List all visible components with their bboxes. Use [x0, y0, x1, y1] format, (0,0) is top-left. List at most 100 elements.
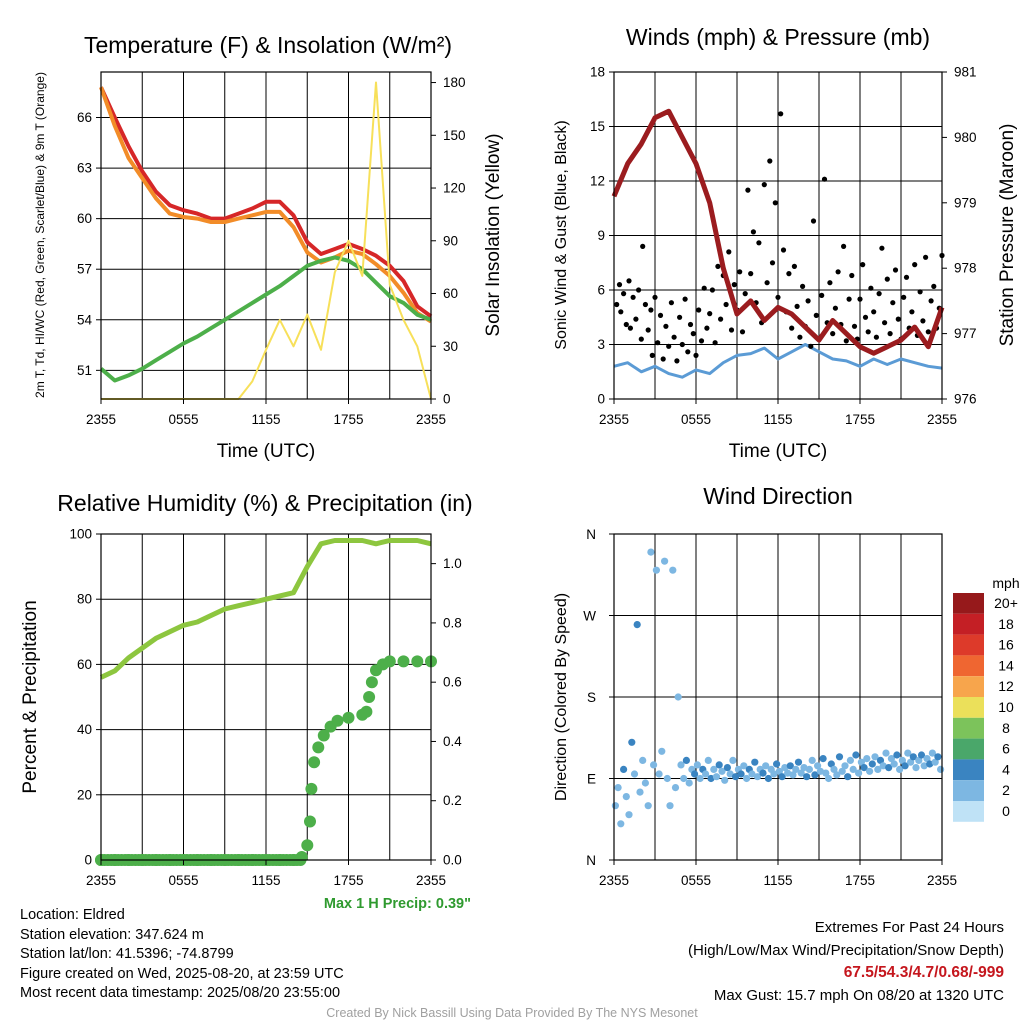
winds-gust-point — [726, 249, 732, 255]
temp-y-tick-label: 57 — [77, 262, 92, 277]
wdir-point — [764, 774, 773, 783]
winds-gust-point — [630, 294, 636, 300]
wdir-point — [907, 758, 915, 766]
wdir-point — [857, 758, 866, 766]
wdir-point — [849, 765, 857, 774]
wdir-point — [773, 760, 781, 768]
most-recent-timestamp: Most recent data timestamp: 2025/08/20 2… — [20, 985, 341, 1001]
rh-y-tick-label: 0 — [84, 853, 92, 868]
wdir-point — [882, 749, 890, 757]
wdir-x-tick-label: 0555 — [681, 873, 711, 888]
wdir-point — [855, 769, 863, 777]
wdir-point — [811, 771, 819, 779]
wdir-legend-swatch — [953, 780, 984, 801]
winds-gust-point — [614, 301, 620, 308]
winds-gust-point — [731, 282, 737, 288]
winds-gust-point — [627, 325, 634, 331]
wdir-point — [830, 765, 838, 774]
figure-created: Figure created on Wed, 2025-08-20, at 23… — [20, 965, 344, 982]
temp-x-tick-label: 2355 — [86, 412, 116, 427]
winds-gust-point — [616, 282, 623, 288]
rh-y-tick-label: 40 — [77, 722, 92, 737]
wdir-point — [628, 738, 636, 746]
wdir-point — [887, 755, 896, 763]
wdir-point — [896, 765, 904, 774]
temp-y2-axis-label: Solar Insolation (Yellow) — [483, 133, 504, 336]
wdir-point — [825, 774, 833, 783]
wdir-point — [671, 784, 680, 792]
max-gust: Max Gust: 15.7 mph On 08/20 at 1320 UTC — [713, 986, 1004, 1004]
wdir-x-tick-label: 2355 — [927, 873, 957, 888]
wdir-x-tick-label: 1755 — [845, 873, 875, 888]
wdir-point — [655, 770, 663, 778]
winds-gust-point — [909, 309, 915, 315]
winds-gust-point — [701, 285, 707, 291]
wdir-y-tick-label: N — [586, 853, 596, 868]
wdir-y-tick-label: E — [587, 772, 596, 787]
wdir-legend-swatch — [953, 593, 984, 614]
wdir-point — [822, 769, 830, 777]
wdir-point — [712, 773, 721, 781]
wdir-point — [729, 756, 737, 765]
rh-precip-point — [308, 756, 321, 769]
winds-gust-point — [920, 318, 926, 324]
winds-gust-point — [715, 263, 721, 269]
winds-gust-point — [813, 312, 819, 318]
rh-x-tick-label: 1755 — [333, 873, 363, 888]
rh-precip-point — [312, 741, 325, 754]
rh-y-axis-label: Percent & Precipitation — [20, 600, 41, 793]
wdir-point — [611, 802, 620, 810]
rh-y2-tick-label: 0.0 — [443, 853, 462, 868]
temp-y-tick-label: 63 — [77, 161, 92, 176]
wdir-point — [814, 762, 822, 770]
wdir-point — [775, 767, 784, 775]
winds-gust-point — [682, 296, 688, 302]
wdir-legend-label: 20+ — [994, 595, 1018, 611]
wdir-point — [658, 747, 666, 755]
wdir-point — [885, 764, 893, 772]
wdir-y-tick-label: W — [583, 609, 596, 624]
wdir-point — [893, 751, 901, 759]
rh-precip-point — [383, 655, 396, 668]
winds-gust-point — [742, 291, 748, 297]
wdir-point — [715, 761, 723, 769]
wdir-point — [652, 566, 661, 574]
winds-gust-point — [640, 243, 646, 249]
winds-gust-point — [851, 323, 858, 329]
winds-gust-point — [887, 331, 893, 337]
temp-y-tick-label: 66 — [77, 110, 92, 125]
wdir-point — [803, 773, 811, 781]
wdir-legend-swatch — [953, 655, 984, 677]
temp-y-tick-label: 51 — [77, 363, 92, 378]
temp-y2-tick-label: 0 — [443, 392, 451, 407]
wdir-point — [797, 769, 805, 777]
temp-y2-tick-label: 60 — [443, 286, 458, 301]
wdir-legend-label: 4 — [1002, 761, 1010, 777]
wdir-point — [691, 770, 699, 778]
wdir-point — [726, 770, 734, 778]
winds-gust-point — [685, 349, 691, 355]
wdir-legend-swatch — [953, 676, 984, 697]
winds-gust-point — [835, 269, 841, 275]
winds-gust-point — [693, 352, 699, 358]
rh-precip-point — [360, 705, 373, 718]
winds-gust-point — [739, 329, 746, 335]
temp-series-line-0 — [99, 86, 433, 319]
wdir-point — [827, 760, 835, 768]
winds-gust-point — [797, 334, 803, 340]
wdir-point — [636, 788, 644, 796]
wdir-point — [923, 755, 931, 763]
winds-gust-point — [623, 321, 629, 328]
extremes-heading: Extremes For Past 24 Hours — [814, 919, 1004, 936]
winds-gust-point — [761, 182, 767, 188]
wdir-y-tick-label: S — [587, 690, 596, 705]
wdir-point — [748, 770, 756, 778]
winds-gust-point — [668, 300, 675, 306]
winds-gust-point — [868, 285, 874, 291]
wdir-point — [682, 756, 691, 765]
station-info: Location: Eldred Station elevation: 347.… — [20, 906, 344, 1004]
rh-precip-point — [317, 729, 330, 742]
rh-precip-point — [363, 691, 376, 703]
wdir-point — [931, 758, 939, 766]
wdir-point — [846, 756, 855, 765]
